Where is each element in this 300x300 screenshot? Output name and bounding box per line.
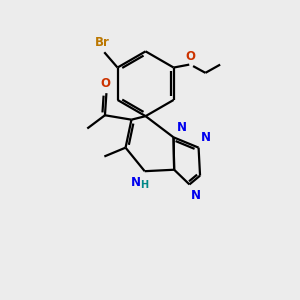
Text: N: N	[191, 189, 201, 202]
Text: N: N	[131, 176, 141, 190]
Text: Br: Br	[94, 36, 110, 49]
Text: N: N	[201, 131, 211, 144]
Text: O: O	[100, 76, 110, 90]
Text: H: H	[140, 180, 148, 190]
Text: O: O	[186, 50, 196, 63]
Text: N: N	[177, 122, 187, 134]
